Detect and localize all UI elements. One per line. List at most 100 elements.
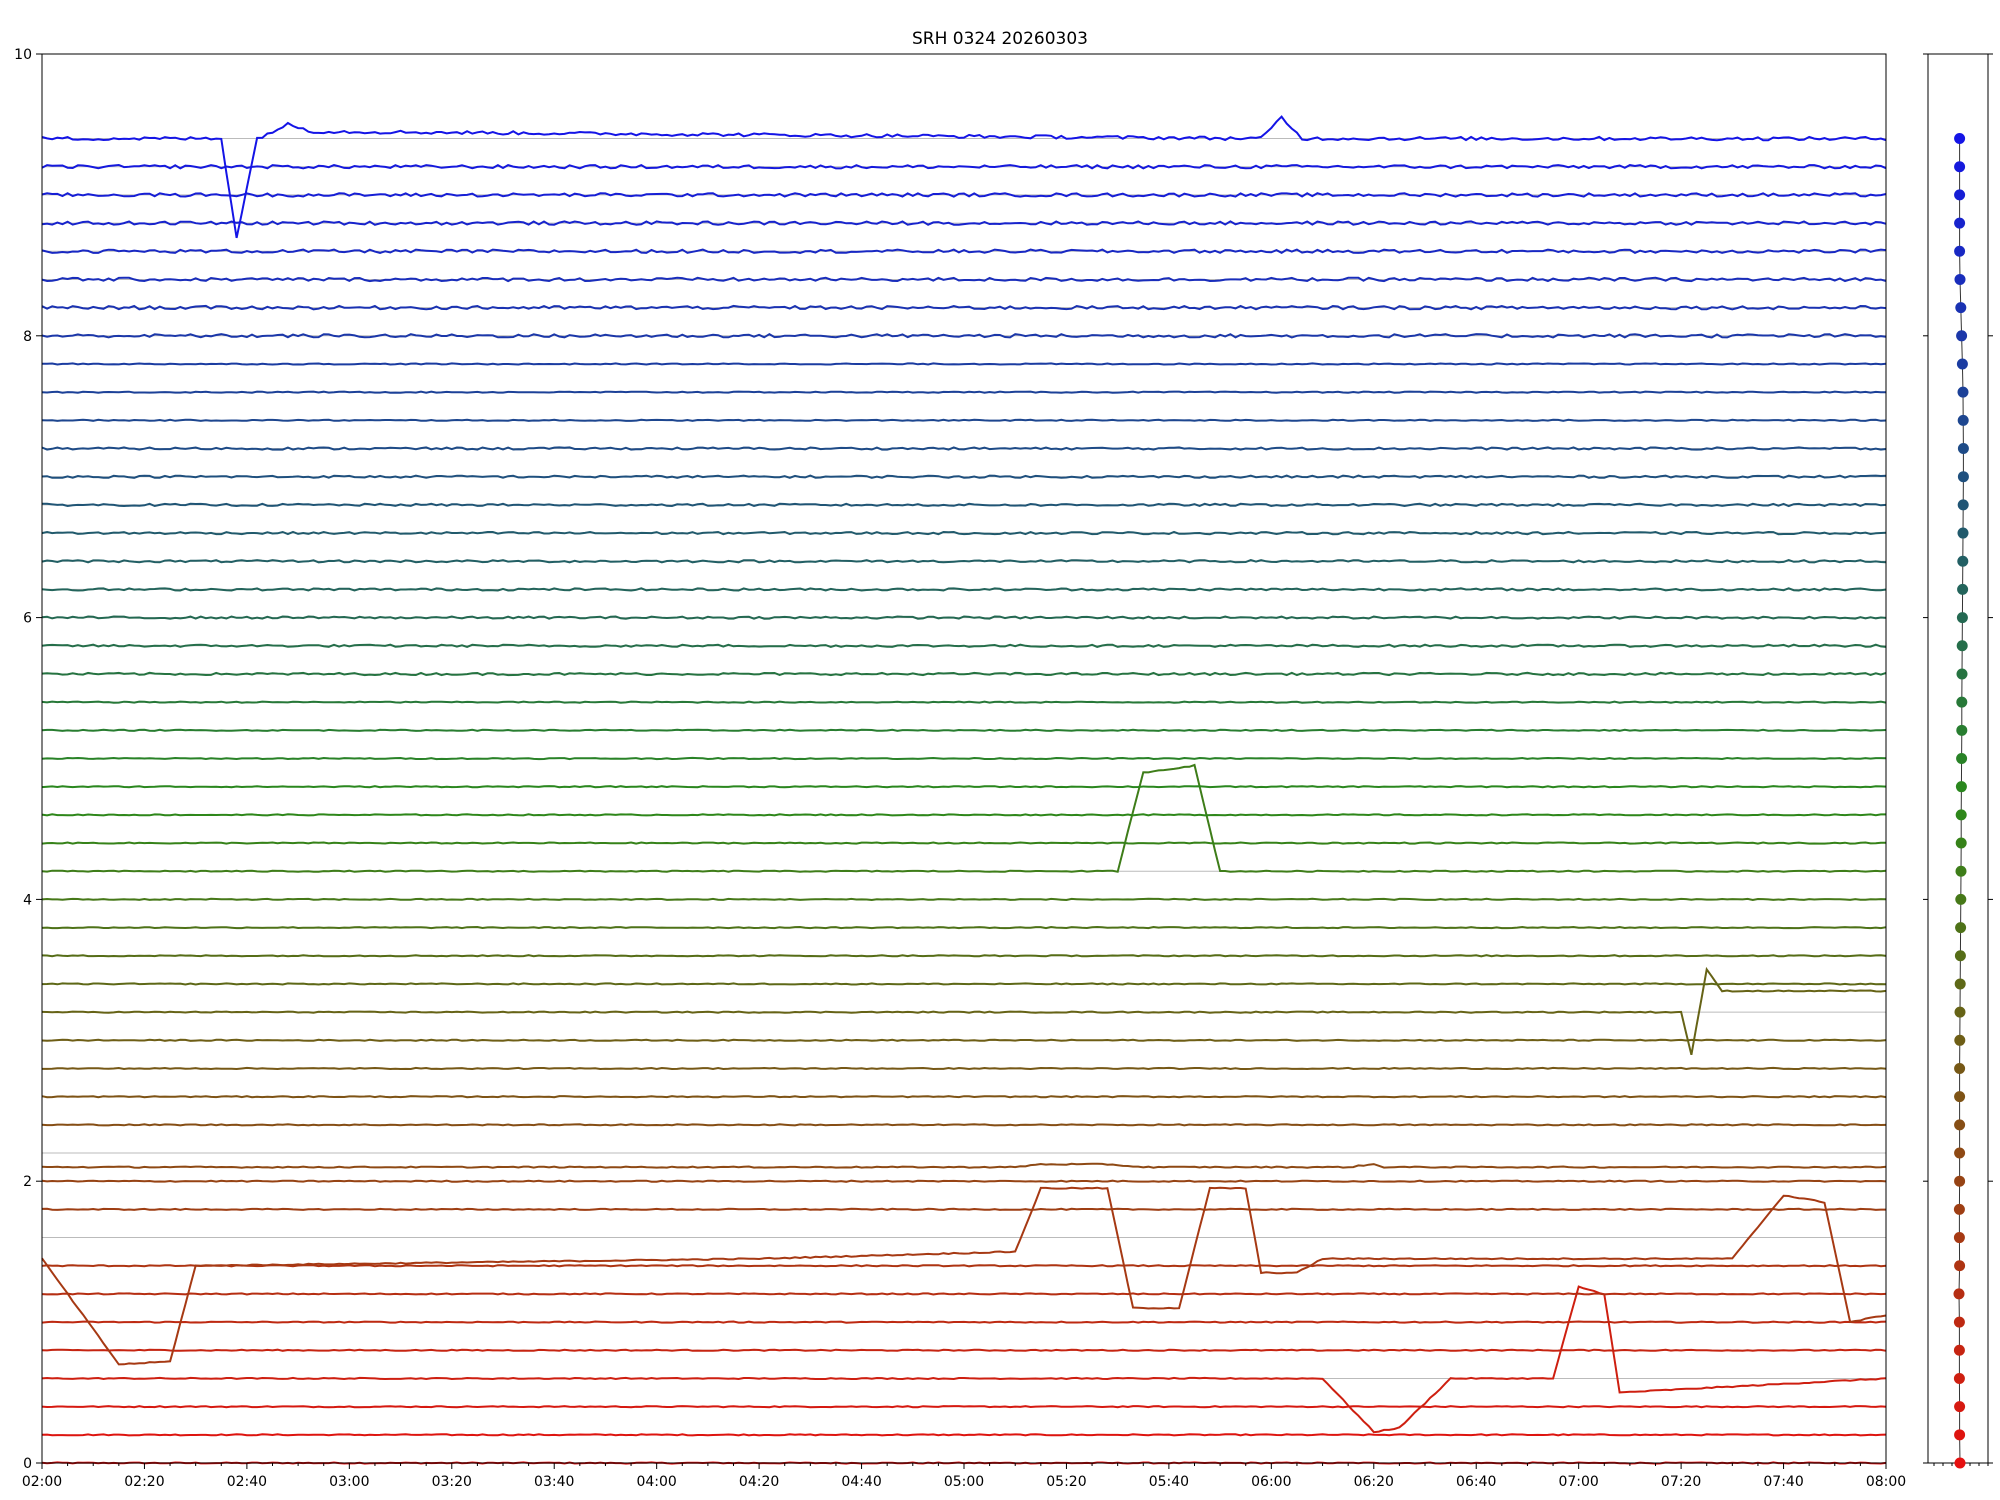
channel-series-line: [41, 1186, 1887, 1366]
y-tick-label: 4: [23, 892, 32, 908]
x-tick-label: 04:40: [841, 1474, 881, 1490]
side-scatter-point: [1955, 893, 1967, 905]
x-tick-label: 03:40: [534, 1474, 574, 1490]
channel-series-line: [41, 362, 1887, 366]
channel-series-line: [41, 587, 1887, 592]
y-axis-ticks: 0 2 4 6 8 10: [14, 47, 42, 1472]
side-scatter-point: [1954, 133, 1966, 145]
side-scatter-point: [1956, 753, 1968, 764]
channel-series-line: [41, 1095, 1887, 1099]
side-scatter-point: [1953, 1288, 1965, 1300]
side-scatter-point: [1957, 499, 1969, 511]
side-scatter-point: [1957, 471, 1969, 483]
channel-series-line: [41, 220, 1887, 226]
channel-series-line: [41, 304, 1887, 311]
x-axis-ticks: 02:00 02:20 02:40 03:00 03:20 03:40 04:00 04:20…: [22, 1463, 1906, 1490]
channel-series-line: [41, 390, 1886, 394]
side-scatter-point: [1957, 527, 1969, 539]
channel-series-line: [41, 615, 1887, 620]
side-scatter-point: [1954, 1062, 1966, 1074]
channel-series-line: [41, 728, 1887, 732]
x-tick-label: 08:00: [1866, 1474, 1906, 1490]
channel-series-line: [41, 763, 1887, 873]
side-scatter-point: [1954, 1006, 1966, 1018]
x-tick-label: 06:00: [1251, 1474, 1291, 1490]
channel-series-line: [41, 474, 1887, 479]
y-tick-label: 6: [23, 611, 32, 627]
side-scatter-point: [1956, 640, 1968, 652]
side-scatter-point: [1955, 809, 1967, 821]
channel-series-line: [42, 1066, 1887, 1071]
side-scatter-point: [1954, 1119, 1966, 1131]
side-scatter-point: [1955, 922, 1967, 934]
channel-series-line: [41, 192, 1887, 198]
channel-series-line: [42, 502, 1887, 508]
channel-series-line: [41, 1123, 1887, 1127]
x-tick-label: 04:00: [636, 1474, 676, 1490]
y-tick-label: 8: [23, 329, 32, 345]
side-scatter-point: [1953, 1344, 1965, 1356]
channel-series-line: [41, 897, 1887, 902]
x-tick-label: 04:20: [739, 1474, 779, 1490]
channel-series-line: [41, 446, 1887, 451]
side-scatter-point: [1956, 330, 1968, 342]
x-tick-label: 05:00: [944, 1474, 984, 1490]
side-scatter-point: [1954, 217, 1966, 229]
channel-series-line: [41, 115, 1887, 239]
side-scatter-point: [1954, 1457, 1966, 1469]
x-tick-label: 02:20: [124, 1474, 164, 1490]
channel-series-line: [41, 671, 1887, 677]
x-tick-label: 06:40: [1456, 1474, 1496, 1490]
x-tick-label: 02:00: [22, 1474, 62, 1490]
channel-series-line: [41, 1433, 1887, 1437]
side-scatter-point: [1955, 865, 1967, 877]
channel-series-line: [41, 954, 1887, 958]
side-scatter-point: [1954, 1429, 1966, 1441]
channel-series-line: [41, 418, 1887, 422]
side-scatter-series: [1953, 133, 1969, 1469]
side-scatter-point: [1957, 414, 1969, 426]
channel-series-line: [41, 1038, 1887, 1042]
channel-series-line: [41, 559, 1887, 564]
y-tick-label: 10: [14, 47, 32, 63]
side-scatter-point: [1957, 443, 1969, 455]
channel-series-line: [41, 1320, 1887, 1324]
side-scatter-point: [1957, 583, 1969, 595]
channel-series-line: [41, 925, 1887, 930]
side-scatter-point: [1956, 612, 1968, 624]
channel-series-line: [41, 276, 1887, 283]
channel-series-line: [41, 1207, 1886, 1211]
channel-series-line: [41, 785, 1887, 789]
side-scatter-point: [1954, 1260, 1966, 1272]
main-plot-area: 0 2 4 6 8 10 02:00 02:20 02:40 03:00 03:20 03:40 04…: [14, 47, 1906, 1490]
x-tick-label: 02:40: [227, 1474, 267, 1490]
channel-series-line: [41, 248, 1887, 255]
side-scatter-point: [1957, 555, 1969, 567]
channel-series-line: [41, 700, 1887, 704]
channel-series-line: [41, 966, 1887, 1056]
channel-series-line: [41, 1405, 1887, 1409]
side-scatter-point: [1955, 302, 1967, 314]
channel-series-line: [41, 982, 1887, 986]
channel-series-line: [41, 643, 1887, 648]
channel-series-line: [41, 1348, 1887, 1352]
side-scatter-point: [1957, 386, 1969, 398]
channel-series-line: [41, 1179, 1887, 1183]
channel-series-line: [41, 1285, 1887, 1434]
x-tick-label: 07:20: [1661, 1474, 1701, 1490]
side-scatter-point: [1953, 1316, 1965, 1328]
channel-series-line: [41, 1292, 1887, 1296]
channel-series-line: [41, 1162, 1887, 1169]
x-tick-label: 07:00: [1558, 1474, 1598, 1490]
side-scatter-point: [1954, 1175, 1966, 1187]
x-tick-label: 05:40: [1149, 1474, 1189, 1490]
side-scatter-point: [1954, 245, 1966, 257]
channel-series-line: [41, 841, 1886, 845]
side-scatter-point: [1954, 950, 1966, 962]
side-scatter-point: [1956, 668, 1968, 680]
channel-series-line: [41, 1264, 1887, 1268]
side-scatter-point: [1954, 1401, 1966, 1413]
channel-series: [41, 115, 1887, 1465]
channel-series-line: [41, 163, 1887, 170]
side-scatter-point: [1954, 273, 1966, 285]
